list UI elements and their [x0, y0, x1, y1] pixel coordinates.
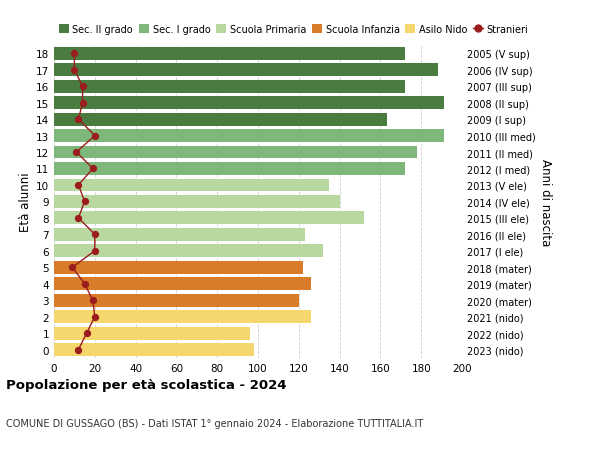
Y-axis label: Età alunni: Età alunni	[19, 172, 32, 232]
Point	[70, 50, 79, 58]
Text: COMUNE DI GUSSAGO (BS) - Dati ISTAT 1° gennaio 2024 - Elaborazione TUTTITALIA.IT: COMUNE DI GUSSAGO (BS) - Dati ISTAT 1° g…	[6, 418, 423, 428]
Point	[78, 83, 88, 90]
Point	[80, 280, 89, 288]
Point	[88, 165, 98, 173]
Point	[74, 215, 83, 222]
Bar	[54, 245, 323, 257]
Bar	[54, 64, 437, 77]
Bar	[54, 97, 443, 110]
Bar	[54, 179, 329, 192]
Bar	[54, 212, 364, 225]
Bar	[54, 261, 303, 274]
Point	[90, 247, 100, 255]
Point	[90, 231, 100, 239]
Bar	[54, 229, 305, 241]
Point	[82, 330, 91, 337]
Point	[78, 100, 88, 107]
Bar	[54, 113, 386, 126]
Point	[80, 198, 89, 206]
Point	[70, 67, 79, 74]
Bar	[54, 278, 311, 291]
Point	[74, 182, 83, 189]
Point	[74, 346, 83, 353]
Point	[88, 297, 98, 304]
Bar	[54, 294, 299, 307]
Bar	[54, 130, 443, 143]
Y-axis label: Anni di nascita: Anni di nascita	[539, 158, 552, 246]
Bar	[54, 196, 340, 208]
Point	[74, 116, 83, 123]
Point	[71, 149, 81, 157]
Bar	[54, 146, 417, 159]
Bar	[54, 162, 405, 175]
Point	[90, 313, 100, 321]
Point	[68, 264, 77, 271]
Point	[90, 133, 100, 140]
Bar	[54, 327, 250, 340]
Bar	[54, 48, 405, 61]
Legend: Sec. II grado, Sec. I grado, Scuola Primaria, Scuola Infanzia, Asilo Nido, Stran: Sec. II grado, Sec. I grado, Scuola Prim…	[59, 25, 529, 35]
Text: Popolazione per età scolastica - 2024: Popolazione per età scolastica - 2024	[6, 379, 287, 392]
Bar	[54, 311, 311, 323]
Bar	[54, 81, 405, 93]
Bar	[54, 343, 254, 356]
